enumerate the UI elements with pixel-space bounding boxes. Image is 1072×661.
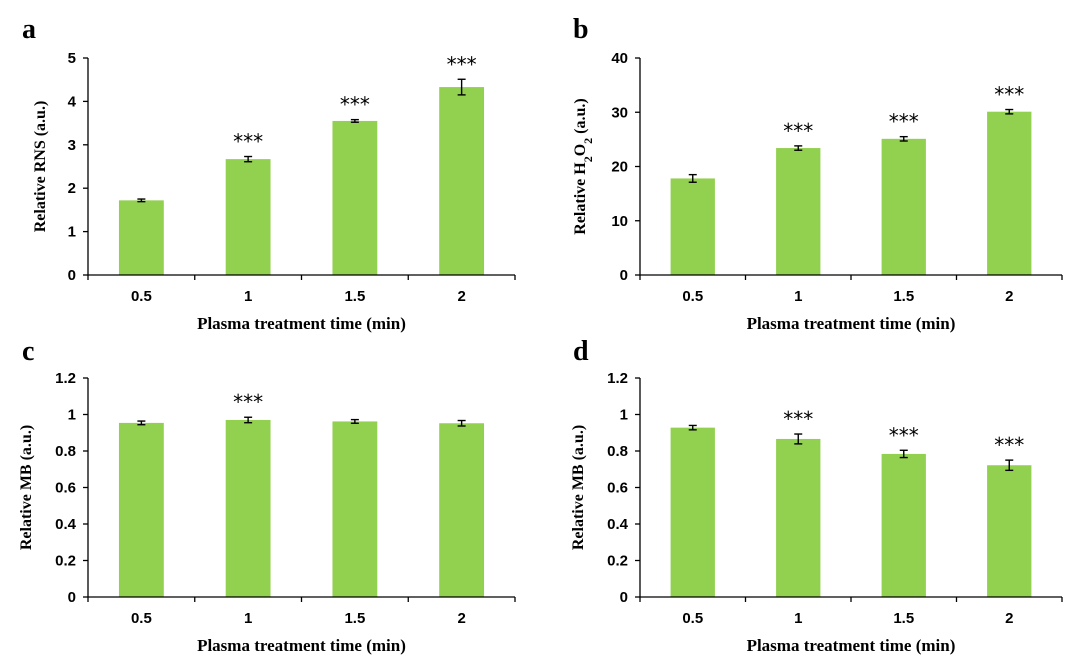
significance-label: *** bbox=[783, 119, 813, 143]
x-axis-label: Plasma treatment time (min) bbox=[747, 314, 956, 333]
y-tick-label: 0 bbox=[68, 267, 76, 284]
x-tick-label: 1.5 bbox=[893, 610, 914, 627]
y-tick-label: 0.6 bbox=[607, 480, 628, 497]
y-tick-label: 0.6 bbox=[55, 480, 76, 497]
bar bbox=[776, 148, 821, 275]
x-tick-label: 0.5 bbox=[131, 610, 152, 627]
x-tick-label: 2 bbox=[1005, 288, 1013, 305]
panel-letter: b bbox=[573, 14, 589, 45]
bar bbox=[118, 422, 164, 597]
significance-label: *** bbox=[233, 390, 263, 414]
y-tick-label: 1.2 bbox=[55, 370, 76, 387]
bar bbox=[225, 419, 271, 597]
y-tick-label: 3 bbox=[68, 137, 76, 154]
x-tick-label: 0.5 bbox=[682, 288, 703, 305]
y-axis-label: Relative RNS (a.u.) bbox=[32, 101, 49, 233]
y-tick-label: 0.4 bbox=[55, 516, 77, 533]
x-tick-label: 1.5 bbox=[344, 288, 365, 305]
x-tick-label: 1 bbox=[244, 610, 252, 627]
panel-letter: a bbox=[22, 14, 36, 45]
y-tick-label: 0 bbox=[620, 267, 628, 284]
y-tick-label: 1 bbox=[68, 224, 76, 241]
bar bbox=[987, 465, 1032, 597]
significance-label: *** bbox=[340, 93, 370, 117]
panel-letter: c bbox=[22, 336, 34, 367]
x-tick-label: 2 bbox=[1005, 610, 1013, 627]
y-tick-label: 0.8 bbox=[607, 443, 628, 460]
y-axis-label: Relative MB (a.u.) bbox=[18, 425, 35, 550]
y-tick-label: 1 bbox=[68, 407, 76, 424]
x-tick-label: 1.5 bbox=[893, 288, 914, 305]
x-tick-label: 0.5 bbox=[682, 610, 703, 627]
bar bbox=[439, 423, 485, 597]
y-tick-label: 10 bbox=[611, 213, 628, 230]
bar bbox=[225, 159, 271, 275]
y-tick-label: 0 bbox=[68, 589, 76, 606]
y-tick-label: 0.8 bbox=[55, 443, 76, 460]
y-tick-label: 0.2 bbox=[55, 553, 76, 570]
y-tick-label: 0 bbox=[620, 589, 628, 606]
significance-label: *** bbox=[994, 83, 1024, 107]
y-tick-label: 5 bbox=[68, 50, 76, 67]
panel-letter: d bbox=[573, 336, 589, 367]
significance-label: *** bbox=[889, 423, 919, 447]
x-tick-label: 1 bbox=[244, 288, 252, 305]
bar bbox=[118, 200, 164, 275]
x-tick-label: 1 bbox=[794, 610, 802, 627]
y-axis-label: Relative MB (a.u.) bbox=[570, 425, 587, 550]
bar bbox=[332, 120, 378, 276]
y-tick-label: 1 bbox=[620, 407, 628, 424]
y-tick-label: 40 bbox=[611, 50, 628, 67]
y-tick-label: 20 bbox=[611, 159, 628, 176]
x-tick-label: 1.5 bbox=[344, 610, 365, 627]
x-tick-label: 0.5 bbox=[131, 288, 152, 305]
panel-c-chart: c 0.5 *** 1 1.5 2 0 0.2 0.4 0.6 0.8 1 1.2 Plasma trea… bbox=[18, 336, 516, 655]
y-tick-label: 0.4 bbox=[607, 516, 629, 533]
panel-d-chart: d 0.5 *** 1 *** 1.5 *** 2 0 0.2 0.4 0.6 0.8 1 1.2 Plasm… bbox=[570, 336, 1063, 655]
y-axis-label: Relative H2O2 (a.u.) bbox=[572, 98, 595, 234]
bar bbox=[776, 438, 821, 597]
panel-a-chart: a 0.5 *** 1 *** 1.5 *** 2 0 1 2 3 4 5 Plasma treatment… bbox=[22, 14, 516, 333]
significance-label: *** bbox=[447, 52, 477, 76]
x-axis-label: Plasma treatment time (min) bbox=[197, 636, 406, 655]
y-tick-label: 2 bbox=[68, 180, 76, 197]
bar bbox=[881, 138, 926, 275]
bar bbox=[881, 453, 926, 597]
significance-label: *** bbox=[233, 130, 263, 154]
x-axis-label: Plasma treatment time (min) bbox=[197, 314, 406, 333]
significance-label: *** bbox=[889, 110, 919, 134]
bar bbox=[332, 421, 378, 597]
y-tick-label: 30 bbox=[611, 104, 628, 121]
bar bbox=[439, 87, 485, 275]
x-tick-label: 2 bbox=[457, 288, 465, 305]
x-axis-label: Plasma treatment time (min) bbox=[747, 636, 956, 655]
significance-label: *** bbox=[994, 433, 1024, 457]
y-tick-label: 4 bbox=[68, 93, 77, 110]
y-tick-label: 1.2 bbox=[607, 370, 628, 387]
significance-label: *** bbox=[783, 407, 813, 431]
bar bbox=[670, 427, 715, 597]
x-tick-label: 2 bbox=[457, 610, 465, 627]
x-tick-label: 1 bbox=[794, 288, 802, 305]
bar bbox=[987, 111, 1032, 276]
bar bbox=[670, 178, 715, 275]
y-tick-label: 0.2 bbox=[607, 553, 628, 570]
